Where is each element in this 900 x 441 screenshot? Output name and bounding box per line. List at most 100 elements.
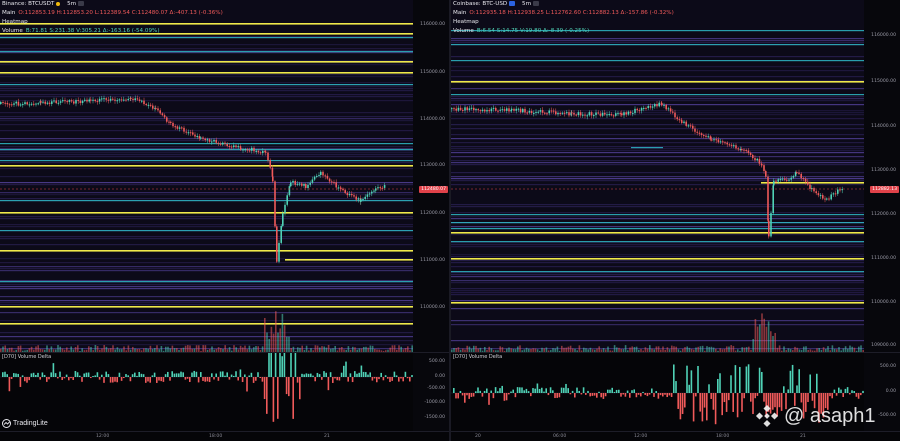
liquidity-band — [451, 260, 864, 262]
delta-bar — [398, 377, 400, 382]
time-tick: 18:00 — [209, 434, 223, 439]
delta-bar — [791, 364, 794, 393]
orderbook-heatmap[interactable] — [451, 0, 900, 352]
candle — [809, 184, 811, 189]
chart-panel-binance[interactable]: Binance: BTCUSDT 5m Main O:112853.19 H:11… — [0, 0, 449, 441]
candle — [839, 189, 841, 191]
delta-bar — [772, 393, 774, 410]
candle — [634, 108, 636, 114]
volume-label[interactable]: Volume — [453, 28, 474, 34]
liquidity-band — [451, 152, 864, 154]
time-axis[interactable]: 20 06:00 12:00 18:00 21 — [451, 431, 900, 441]
liquidity-band — [0, 50, 413, 52]
volume-delta-pane[interactable]: [D70] Volume Delta 500.00 0.00 -500.00 -… — [0, 352, 449, 432]
timeframe-label[interactable]: 5m — [67, 1, 77, 7]
volume-bar — [279, 328, 281, 352]
price-axis[interactable]: 116000.00 115000.00 114000.00 113000.00 … — [864, 0, 900, 352]
volume-delta-axis[interactable]: 500.00 0.00 -500.00 — [864, 353, 900, 432]
settings-icon[interactable] — [533, 1, 540, 6]
delta-bar — [178, 373, 180, 377]
volume-bar — [145, 348, 147, 352]
time-axis[interactable]: 12:00 18:00 21 — [0, 431, 449, 441]
candle — [189, 132, 192, 134]
volume-bar — [847, 348, 849, 352]
delta-bar — [527, 391, 530, 393]
candle — [192, 132, 194, 135]
volume-bar — [662, 346, 664, 352]
main-label[interactable]: Main — [2, 10, 16, 16]
liquidity-band — [451, 112, 864, 114]
volume-bar — [574, 348, 576, 352]
candle — [342, 188, 344, 191]
candle — [248, 150, 251, 152]
volume-bar — [338, 347, 341, 352]
volume-delta-title[interactable]: [D70] Volume Delta — [453, 354, 503, 360]
delta-bar — [193, 370, 195, 377]
candle — [90, 99, 92, 101]
settings-icon[interactable] — [78, 1, 85, 6]
volume-bar — [814, 350, 816, 352]
delta-bar — [109, 377, 112, 383]
delta-bar — [153, 372, 156, 377]
volume-bar — [719, 348, 721, 352]
liquidity-band — [451, 134, 864, 136]
volume-label[interactable]: Volume — [2, 28, 23, 34]
delta-bar — [39, 377, 41, 380]
candle — [815, 191, 817, 194]
volume-bar — [561, 345, 563, 352]
candle — [651, 106, 654, 108]
volume-bar — [693, 349, 695, 352]
delta-bar — [149, 377, 151, 383]
volume-bar — [354, 347, 356, 352]
delta-bar — [380, 372, 382, 377]
candle — [798, 172, 800, 174]
heatmap-label[interactable]: Heatmap — [2, 19, 28, 25]
candle — [758, 158, 761, 164]
liquidity-band — [451, 272, 864, 274]
volume-bar — [371, 345, 374, 352]
volume-bar — [545, 347, 548, 352]
delta-bar — [158, 377, 160, 381]
delta-bar — [512, 389, 514, 393]
volume-bar — [193, 348, 196, 352]
symbol-label[interactable]: Coinbase: BTC-USD — [453, 1, 508, 7]
orderbook-heatmap[interactable] — [0, 0, 449, 352]
volume-bar — [244, 345, 246, 352]
volume-bar — [288, 336, 290, 352]
delta-bar — [387, 377, 389, 379]
delta-bar — [228, 377, 231, 380]
volume-bar — [250, 349, 253, 352]
volume-delta-pane[interactable]: [D70] Volume Delta 500.00 0.00 -500.00 — [451, 352, 900, 432]
delta-bar — [486, 388, 488, 393]
liquidity-band — [0, 152, 413, 154]
liquidity-band — [451, 162, 864, 164]
volume-bar — [587, 349, 589, 352]
candle — [781, 178, 784, 180]
candle — [745, 149, 747, 151]
volume-delta-title[interactable]: [D70] Volume Delta — [2, 354, 52, 360]
volume-bar — [543, 348, 545, 352]
candle — [357, 198, 360, 200]
volume-delta-axis[interactable]: 500.00 0.00 -500.00 -1000.00 -1500.00 — [413, 353, 449, 432]
candle — [333, 182, 335, 184]
candle — [490, 108, 493, 112]
liquidity-band — [0, 44, 413, 46]
liquidity-band — [451, 148, 864, 150]
liquidity-band — [451, 160, 864, 162]
delta-bar — [580, 393, 583, 395]
symbol-label[interactable]: Binance: BTCUSDT — [2, 1, 55, 7]
chart-panel-coinbase[interactable]: Coinbase: BTC-USD 5m Main O:112935.18 H:1… — [451, 0, 900, 441]
heatmap-label[interactable]: Heatmap — [453, 19, 479, 25]
volume-bar — [589, 347, 592, 352]
volume-bar — [809, 349, 812, 352]
main-label[interactable]: Main — [453, 10, 467, 16]
volume-bar — [99, 349, 101, 352]
volume-bar — [44, 349, 46, 352]
timeframe-label[interactable]: 5m — [522, 1, 532, 7]
volume-bar — [393, 345, 396, 352]
price-axis[interactable]: 116000.00 115000.00 114000.00 113000.00 … — [413, 0, 449, 352]
delta-bar — [684, 393, 686, 408]
delta-bar — [224, 375, 226, 377]
panel-divider[interactable] — [449, 0, 451, 441]
candle — [466, 107, 468, 111]
